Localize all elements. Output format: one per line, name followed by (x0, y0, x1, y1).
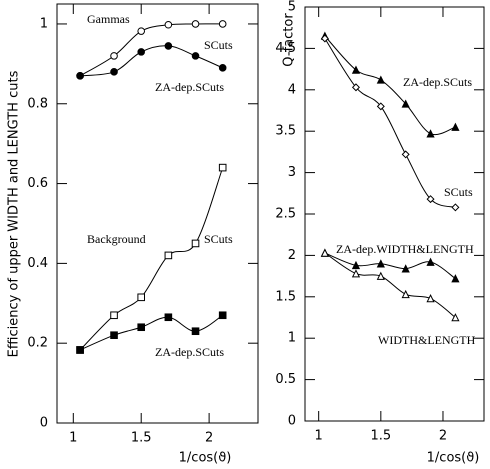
marker (164, 20, 173, 29)
x-tick-label: 1 (69, 431, 77, 446)
marker (376, 102, 385, 111)
y-tick-label: 2 (288, 248, 296, 263)
series-label: ZA-dep.SCuts (155, 80, 224, 94)
y-tick-label: 2.5 (275, 207, 296, 222)
marker (351, 260, 361, 270)
marker (376, 75, 385, 84)
series-label: WIDTH&LENGTH (378, 333, 476, 347)
series-label: SCuts (204, 232, 233, 246)
marker (191, 52, 200, 60)
series-line (324, 38, 456, 208)
plot-frame (304, 6, 485, 422)
x-tick-label: 1.5 (131, 431, 152, 446)
series-line (80, 45, 223, 77)
marker (426, 257, 435, 266)
annotation: Gammas (87, 12, 130, 26)
marker (451, 122, 460, 131)
marker (76, 72, 84, 80)
marker (401, 289, 410, 299)
x-tick-label: 1 (315, 429, 323, 444)
series-label: ZA-dep.WIDTH&LENGTH (336, 242, 474, 256)
marker (426, 195, 435, 204)
marker (351, 65, 361, 74)
marker (426, 294, 435, 303)
y-tick-label: 1.5 (275, 289, 296, 304)
marker (137, 293, 146, 302)
y-tick-label: 0.8 (27, 96, 48, 111)
marker (164, 42, 173, 50)
marker (164, 313, 173, 322)
marker (164, 251, 173, 260)
marker (401, 264, 410, 273)
marker (191, 327, 200, 336)
marker (137, 48, 146, 56)
marker (401, 150, 410, 159)
series-label: ZA-dep.SCuts (155, 345, 224, 359)
marker (137, 27, 146, 35)
y-tick-label: 3 (288, 165, 296, 180)
y-axis-label: Q-factor (282, 13, 297, 67)
marker (110, 331, 118, 340)
marker (110, 311, 118, 320)
marker (451, 203, 460, 212)
y-tick-label: 0 (40, 416, 48, 431)
marker (351, 269, 361, 278)
y-tick-label: 0 (288, 414, 296, 429)
y-tick-label: 0.4 (27, 256, 48, 271)
y-tick-label: 0.6 (27, 176, 48, 191)
x-axis-label: 1/cos(ϑ) (427, 451, 480, 466)
marker (110, 52, 118, 60)
x-tick-label: 1.5 (370, 429, 391, 444)
marker (218, 163, 227, 172)
marker (426, 129, 435, 138)
marker (451, 313, 460, 322)
series-label: SCuts (444, 185, 473, 199)
y-tick-label: 3.5 (275, 124, 296, 139)
annotation: Background (87, 232, 146, 246)
y-axis-label: Efficiency of upper WIDTH and LENGTH cut… (7, 70, 22, 357)
marker (320, 34, 329, 43)
marker (218, 64, 227, 72)
y-tick-label: 5 (288, 0, 296, 15)
y-tick-label: 4 (288, 82, 296, 97)
x-axis-label: 1/cos(ϑ) (179, 451, 232, 466)
series-label: SCuts (204, 38, 233, 52)
series-line (79, 23, 223, 77)
x-tick-label: 2 (205, 431, 213, 446)
x-tick-label: 2 (439, 429, 447, 444)
y-tick-label: 4.5 (275, 41, 296, 56)
series-label: ZA-dep.SCuts (403, 75, 472, 89)
y-tick-label: 1 (288, 331, 296, 346)
marker (191, 20, 200, 28)
marker (110, 68, 118, 76)
marker (320, 248, 329, 257)
series-line (324, 252, 456, 318)
plot-frame (56, 3, 259, 424)
y-tick-label: 1 (40, 16, 48, 31)
marker (376, 259, 385, 268)
y-tick-label: 0.5 (275, 372, 296, 387)
y-tick-label: 0.2 (27, 336, 48, 351)
marker (401, 99, 410, 108)
marker (218, 311, 227, 320)
series-line (324, 252, 456, 279)
marker (76, 346, 84, 354)
marker (191, 239, 200, 248)
marker (376, 271, 385, 280)
marker (451, 274, 460, 283)
marker (218, 20, 227, 28)
marker (137, 323, 146, 332)
marker (351, 83, 360, 92)
